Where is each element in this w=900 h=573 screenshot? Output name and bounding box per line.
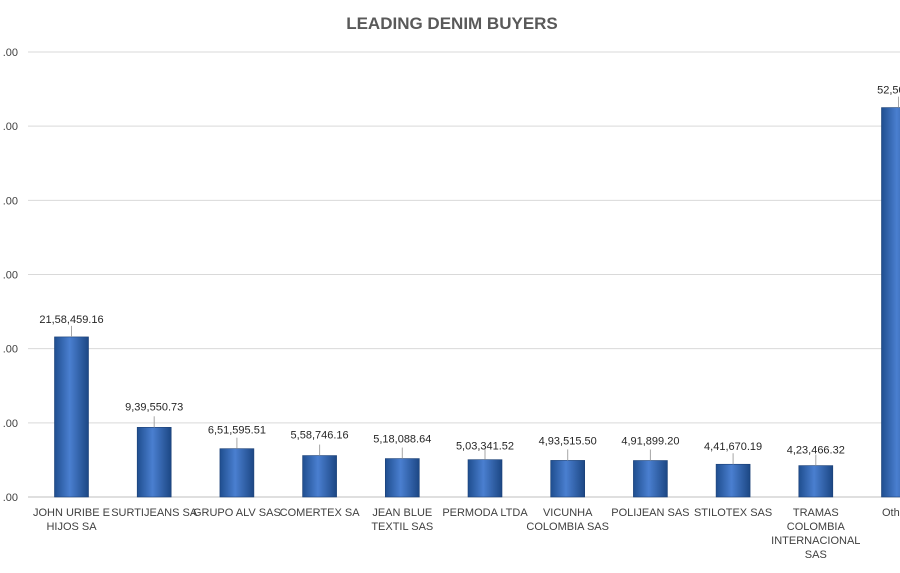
y-axis-ticks: .00 .00 .00 .00 .00 .00 .00 xyxy=(3,47,18,504)
data-label: 52,50,57 xyxy=(877,85,900,97)
data-label: 9,39,550.73 xyxy=(125,401,183,413)
data-label: 4,23,466.32 xyxy=(787,445,845,457)
x-tick-label: VICUNHA COLOMBIA SAS xyxy=(526,507,609,533)
y-tick-label: .00 xyxy=(3,344,18,356)
data-labels: 21,58,459.16 9,39,550.73 6,51,595.51 5,58,7… xyxy=(39,85,900,466)
x-tick-label: Others xyxy=(882,507,900,519)
data-label: 4,41,670.19 xyxy=(704,441,762,453)
bar xyxy=(302,455,337,498)
x-tick-label: TRAMAS COLOMBIA INTERNACIONAL SAS xyxy=(771,507,860,561)
y-tick-label: .00 xyxy=(3,121,18,133)
x-tick-label: POLIJEAN SAS xyxy=(611,507,689,519)
bar xyxy=(219,448,255,498)
bar xyxy=(798,465,834,498)
x-tick-label: PERMODA LTDA xyxy=(442,507,528,519)
x-tick-label: STILOTEX SAS xyxy=(694,507,772,519)
bars xyxy=(54,107,900,498)
bar xyxy=(633,460,668,498)
y-tick-label: .00 xyxy=(3,270,18,282)
y-tick-label: .00 xyxy=(3,492,18,504)
chart-title: LEADING DENIM BUYERS xyxy=(346,14,558,33)
data-label: 5,58,746.16 xyxy=(291,430,349,442)
data-label: 5,03,341.52 xyxy=(456,441,514,453)
bar xyxy=(467,459,503,498)
bar xyxy=(715,463,751,498)
data-label: 4,93,515.50 xyxy=(539,435,597,447)
bar xyxy=(550,460,586,498)
x-tick-label: JEAN BLUE TEXTIL SAS xyxy=(371,507,433,533)
bar xyxy=(881,107,900,498)
x-tick-label: SURTIJEANS SA xyxy=(111,507,198,519)
data-label: 5,18,088.64 xyxy=(373,434,431,446)
bar xyxy=(384,458,420,498)
y-tick-label: .00 xyxy=(3,418,18,430)
data-label: 21,58,459.16 xyxy=(39,314,103,326)
x-tick-label: JOHN URIBE E HIJOS SA xyxy=(33,507,110,533)
data-label: 6,51,595.51 xyxy=(208,425,266,437)
bar xyxy=(136,427,172,498)
x-tick-label: GRUPO ALV SAS xyxy=(193,507,281,519)
x-tick-label: COMERTEX SA xyxy=(280,507,361,519)
gridlines xyxy=(28,51,900,498)
bar xyxy=(54,336,89,498)
y-tick-label: .00 xyxy=(3,47,18,59)
data-label: 4,91,899.20 xyxy=(621,436,679,448)
y-tick-label: .00 xyxy=(3,195,18,207)
